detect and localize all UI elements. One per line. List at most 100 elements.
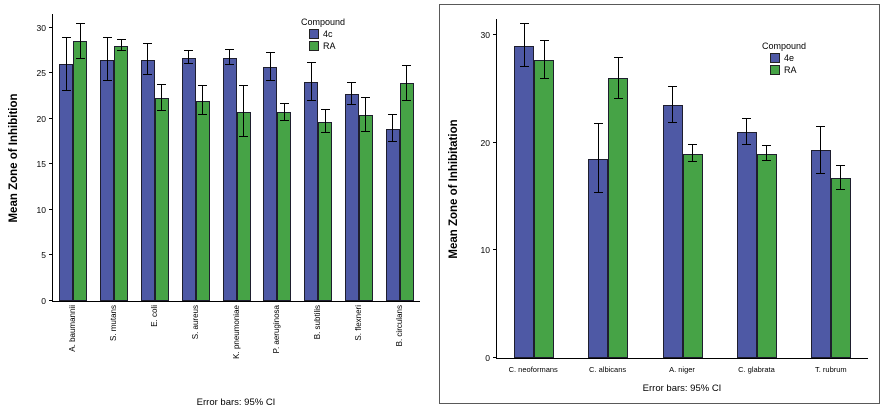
x-category-cell: B. circulans — [379, 305, 420, 393]
y-tick-mark — [49, 163, 53, 165]
error-bar-cap-top — [320, 108, 330, 110]
error-bar-line — [161, 85, 163, 111]
legend-swatch-4c — [309, 29, 319, 39]
bar-wrap — [100, 14, 115, 301]
legend-entry: 4e — [770, 53, 806, 63]
bar-4e — [810, 150, 831, 358]
bar-wrap — [830, 19, 851, 358]
legend-items: 4c RA — [301, 29, 345, 51]
x-category-cell: K. pneumoniae — [216, 305, 257, 393]
bar-wrap — [756, 19, 777, 358]
legend: Compound 4e RA — [762, 41, 806, 75]
error-bar-cap-bottom — [668, 122, 677, 124]
error-bar-cap-bottom — [198, 114, 208, 116]
bar-group — [298, 14, 339, 301]
error-bar-cap-bottom — [593, 192, 603, 194]
legend-title: Compound — [762, 41, 807, 51]
x-category-label: A. baumannii — [67, 305, 77, 352]
error-bar-cap-bottom — [116, 50, 126, 52]
bar-wrap — [682, 19, 703, 358]
bar-RA — [534, 59, 555, 358]
bar-4e — [736, 132, 757, 358]
error-bar-cap-top — [116, 39, 126, 41]
error-bar-line — [188, 51, 190, 65]
x-category-label: S. flexneri — [354, 305, 364, 341]
bar-4c — [304, 82, 319, 301]
x-category-cell: A. niger — [645, 362, 719, 376]
bar-4e — [514, 45, 535, 358]
error-bar-line — [746, 119, 748, 145]
bar-groups — [53, 14, 420, 301]
error-bar-cap-top — [61, 36, 71, 38]
bar-4c — [181, 57, 196, 301]
x-category-label: A. niger — [669, 365, 695, 374]
error-bar-cap-bottom — [61, 89, 71, 91]
legend-label: 4e — [784, 53, 795, 63]
bar-groups — [497, 19, 868, 358]
error-bar-cap-bottom — [239, 136, 249, 137]
bar-4c — [385, 128, 400, 301]
error-bar-line — [406, 65, 408, 101]
legend-label: 4c — [323, 29, 333, 39]
error-bar-cap-bottom — [157, 109, 167, 111]
x-category-cell: C. glabrata — [719, 362, 793, 376]
x-category-label: C. neoformans — [508, 365, 558, 374]
bar-wrap — [277, 14, 292, 301]
error-bar-line — [766, 146, 768, 162]
error-bar-cap-top — [239, 84, 249, 86]
bar-group — [338, 14, 379, 301]
bar-wrap — [514, 19, 535, 358]
error-bar-cap-bottom — [75, 57, 85, 59]
error-bar-line — [692, 144, 693, 163]
bar-group — [645, 19, 719, 358]
error-bar-line — [351, 83, 353, 106]
error-bar-cap-top — [388, 114, 398, 116]
x-category-cell: S. mutans — [93, 305, 134, 393]
bar-group — [794, 19, 868, 358]
x-category-label: K. pneumoniae — [231, 305, 241, 359]
bar-wrap — [140, 14, 155, 301]
error-bar-line — [543, 40, 545, 80]
error-bar-cap-top — [347, 82, 357, 84]
x-category-cell: C. neoformans — [496, 362, 570, 376]
y-tick-label: 10 — [480, 245, 490, 256]
x-category-label: E. coli — [149, 305, 159, 327]
bar-group — [135, 14, 176, 301]
error-bar-cap-top — [539, 39, 549, 41]
bar-wrap — [344, 14, 359, 301]
bar-4e — [662, 105, 683, 358]
x-category-cell: A. baumannii — [52, 305, 93, 393]
bar-RA — [277, 112, 292, 301]
error-bar-cap-bottom — [762, 160, 772, 162]
bar-4c — [222, 57, 237, 301]
plot-area: Compound 4e RA 0 10 20 30 — [481, 19, 868, 363]
error-bar-cap-bottom — [816, 172, 826, 174]
error-bar-line — [365, 97, 367, 133]
error-bar-line — [243, 85, 245, 137]
bar-4c — [59, 64, 74, 301]
legend-entry: RA — [309, 41, 345, 51]
error-bar-cap-bottom — [143, 74, 153, 76]
error-bar-cap-top — [143, 43, 153, 45]
error-bar-cap-top — [102, 36, 112, 38]
bar-group — [216, 14, 257, 301]
error-bar-cap-top — [816, 125, 826, 127]
bar-group — [175, 14, 216, 301]
error-bar-cap-top — [742, 118, 752, 120]
bar-group — [257, 14, 298, 301]
legend-entry: RA — [770, 65, 806, 75]
bar-wrap — [588, 19, 609, 358]
error-bar-cap-bottom — [688, 161, 697, 163]
error-bar-line — [672, 86, 673, 124]
x-category-cell: B. subtilis — [297, 305, 338, 393]
error-bar-cap-top — [836, 165, 846, 167]
legend-swatch-4e — [770, 53, 780, 63]
y-axis-title: Mean Zone of Inhibition — [8, 93, 20, 223]
bar-wrap — [358, 14, 373, 301]
y-tick-label: 15 — [36, 159, 46, 170]
bar-wrap — [195, 14, 210, 301]
y-tick-mark — [49, 300, 53, 301]
bar-4c — [263, 66, 278, 301]
y-tick-label: 5 — [41, 250, 46, 261]
